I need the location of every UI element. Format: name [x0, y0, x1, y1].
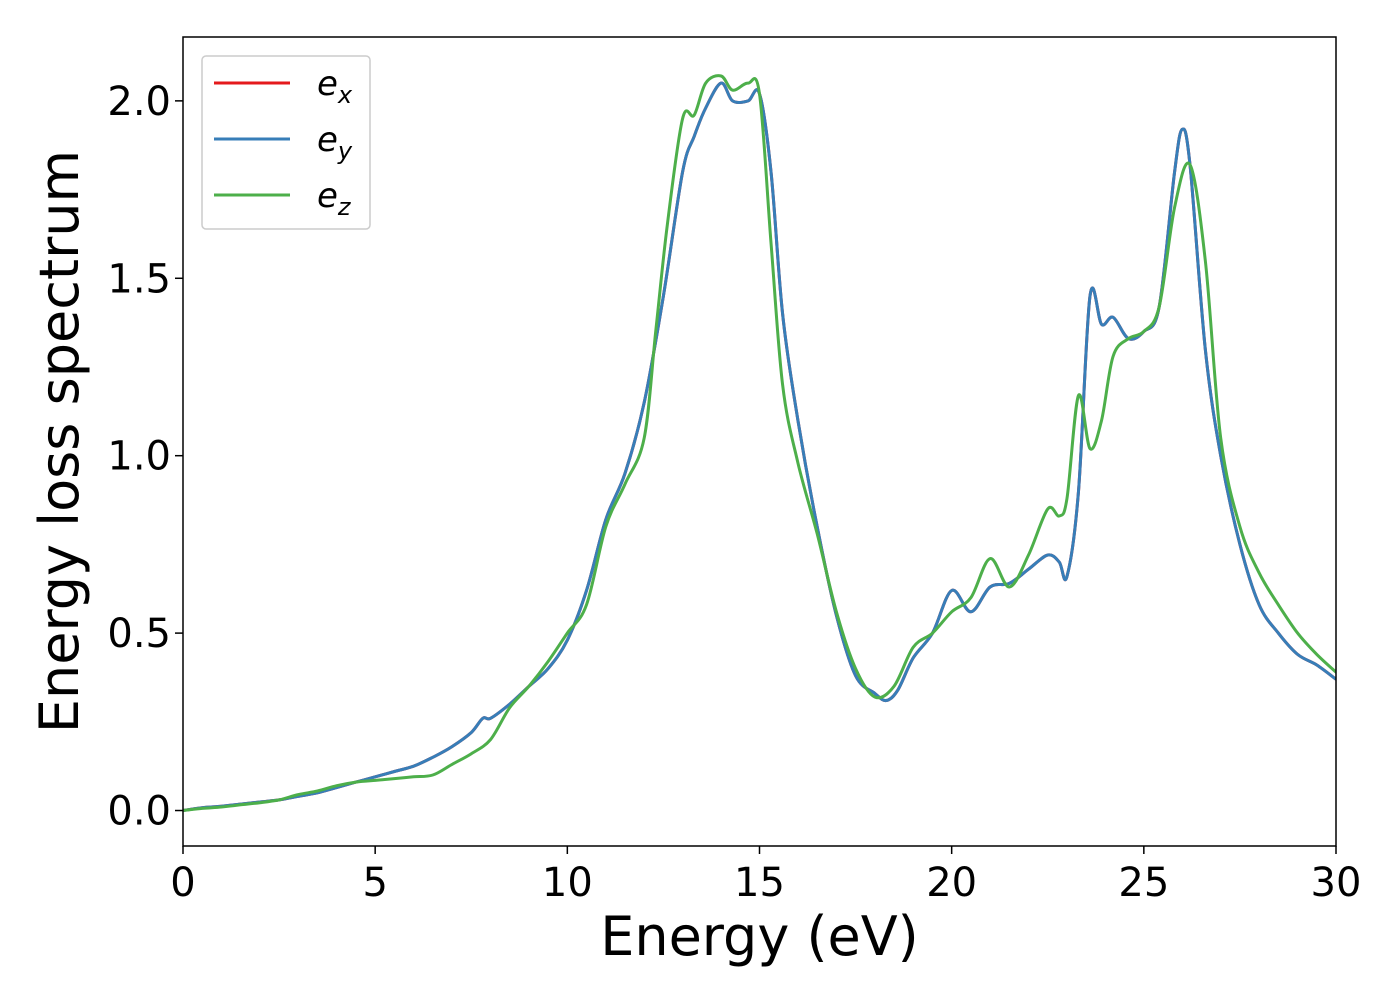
x-tick-label: 0	[170, 860, 195, 906]
y-tick-label: 1.5	[107, 256, 171, 302]
x-tick-label: 30	[1311, 860, 1362, 906]
legend-box	[201, 55, 371, 230]
x-tick-label: 10	[542, 860, 593, 906]
y-tick-label: 0.5	[107, 611, 171, 657]
y-tick-label: 0.0	[107, 789, 171, 835]
x-tick-label: 15	[734, 860, 785, 906]
y-tick-label: 1.0	[107, 434, 171, 480]
x-tick-label: 25	[1118, 860, 1169, 906]
series-layer	[183, 74, 1336, 812]
x-tick-label: 5	[362, 860, 387, 906]
x-axis-label: Energy (eV)	[600, 905, 919, 968]
y-axis-label: Energy loss spectrum	[28, 150, 91, 733]
y-tick-label: 2.0	[107, 79, 171, 125]
legend-label: ex	[317, 64, 353, 109]
series-line-e-z	[183, 74, 1336, 812]
x-tick-label: 20	[926, 860, 977, 906]
tick-layer: 0 5 10 15 20 25 30 0.0 0.5 1.0 1.5 2.0	[107, 79, 1361, 906]
